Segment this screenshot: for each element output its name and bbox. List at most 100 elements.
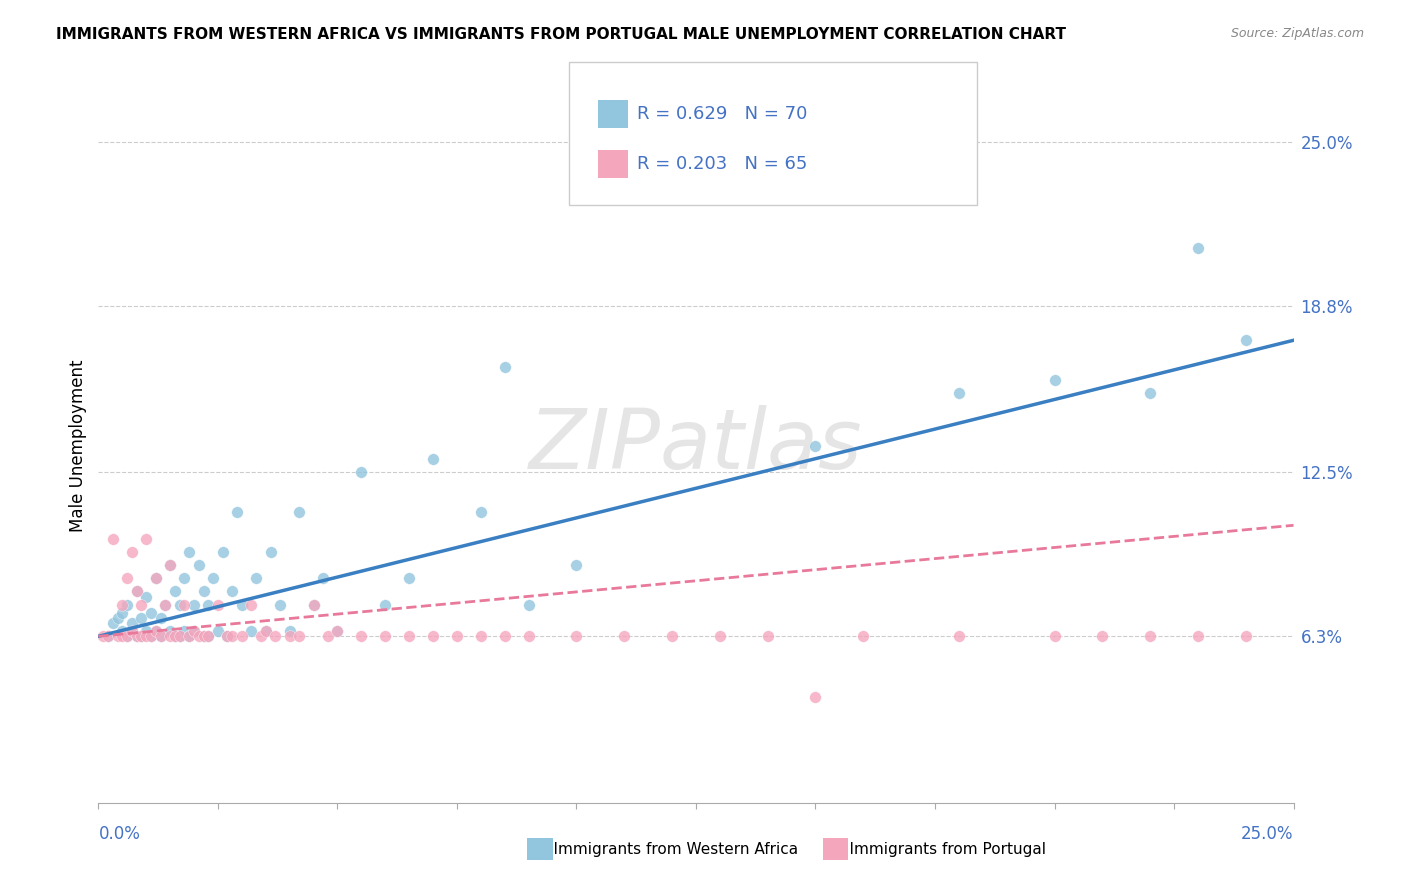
Point xyxy=(183,624,205,638)
Point xyxy=(111,606,134,620)
Point xyxy=(948,386,970,401)
Point xyxy=(131,598,153,612)
Point xyxy=(1187,629,1209,643)
Point xyxy=(1234,629,1257,643)
Point xyxy=(135,532,157,546)
Point xyxy=(221,584,243,599)
Point xyxy=(131,629,153,643)
Point xyxy=(115,571,138,585)
Point xyxy=(169,598,191,612)
Point xyxy=(302,598,325,612)
Point xyxy=(709,629,731,643)
Point xyxy=(288,505,311,519)
Point xyxy=(121,624,143,638)
Point xyxy=(169,629,191,643)
Point xyxy=(179,629,201,643)
Text: 25.0%: 25.0% xyxy=(1241,825,1294,843)
Point xyxy=(1139,629,1161,643)
Text: Immigrants from Portugal: Immigrants from Portugal xyxy=(830,842,1046,856)
Point xyxy=(470,505,492,519)
Point xyxy=(259,545,281,559)
Text: Immigrants from Western Africa: Immigrants from Western Africa xyxy=(534,842,799,856)
Point xyxy=(187,629,209,643)
Point xyxy=(107,629,129,643)
Point xyxy=(179,629,201,643)
Point xyxy=(250,629,273,643)
Point xyxy=(374,629,396,643)
Point xyxy=(374,598,396,612)
Point xyxy=(264,629,287,643)
Point xyxy=(494,359,516,374)
Point xyxy=(197,629,219,643)
Point xyxy=(326,624,349,638)
Point xyxy=(197,598,219,612)
Point xyxy=(1139,386,1161,401)
Point xyxy=(183,624,205,638)
Point xyxy=(135,629,157,643)
Point xyxy=(446,629,468,643)
Point xyxy=(111,624,134,638)
Point xyxy=(97,629,120,643)
Point xyxy=(565,558,588,572)
Point xyxy=(613,629,636,643)
Point xyxy=(422,452,444,467)
Point xyxy=(217,629,239,643)
Point xyxy=(211,545,233,559)
Point xyxy=(173,571,195,585)
Point xyxy=(135,624,157,638)
Point xyxy=(1091,629,1114,643)
Point xyxy=(231,629,253,643)
Point xyxy=(131,629,153,643)
Point xyxy=(207,624,229,638)
Point xyxy=(139,629,162,643)
Point xyxy=(91,629,114,643)
Point xyxy=(149,629,172,643)
Point xyxy=(350,629,373,643)
Point xyxy=(1043,373,1066,387)
Point xyxy=(193,584,215,599)
Point xyxy=(517,598,540,612)
Point xyxy=(350,466,373,480)
Point xyxy=(197,629,219,643)
Point xyxy=(149,611,172,625)
Text: R = 0.629   N = 70: R = 0.629 N = 70 xyxy=(637,105,807,123)
Point xyxy=(316,629,339,643)
Point xyxy=(187,558,209,572)
Point xyxy=(145,624,167,638)
Point xyxy=(183,598,205,612)
Point xyxy=(254,624,277,638)
Point xyxy=(145,624,167,638)
Point xyxy=(159,624,181,638)
Point xyxy=(207,598,229,612)
Point xyxy=(231,598,253,612)
Point xyxy=(517,629,540,643)
Point xyxy=(179,545,201,559)
Point xyxy=(254,624,277,638)
Point xyxy=(139,606,162,620)
Point xyxy=(1234,333,1257,347)
Point xyxy=(398,629,420,643)
Point xyxy=(804,439,827,453)
Point xyxy=(193,629,215,643)
Point xyxy=(661,629,683,643)
Point xyxy=(278,624,301,638)
Point xyxy=(173,624,195,638)
Point xyxy=(115,629,138,643)
Point xyxy=(121,545,143,559)
Point xyxy=(169,629,191,643)
Point xyxy=(101,616,124,631)
Point xyxy=(193,629,215,643)
Point xyxy=(115,629,138,643)
Point xyxy=(398,571,420,585)
Point xyxy=(159,558,181,572)
Point xyxy=(269,598,291,612)
Point xyxy=(278,629,301,643)
Point xyxy=(139,629,162,643)
Point xyxy=(163,629,186,643)
Point xyxy=(121,624,143,638)
Point xyxy=(302,598,325,612)
Point xyxy=(1043,629,1066,643)
Text: ZIPatlas: ZIPatlas xyxy=(529,406,863,486)
Text: R = 0.203   N = 65: R = 0.203 N = 65 xyxy=(637,155,807,173)
Point xyxy=(131,611,153,625)
